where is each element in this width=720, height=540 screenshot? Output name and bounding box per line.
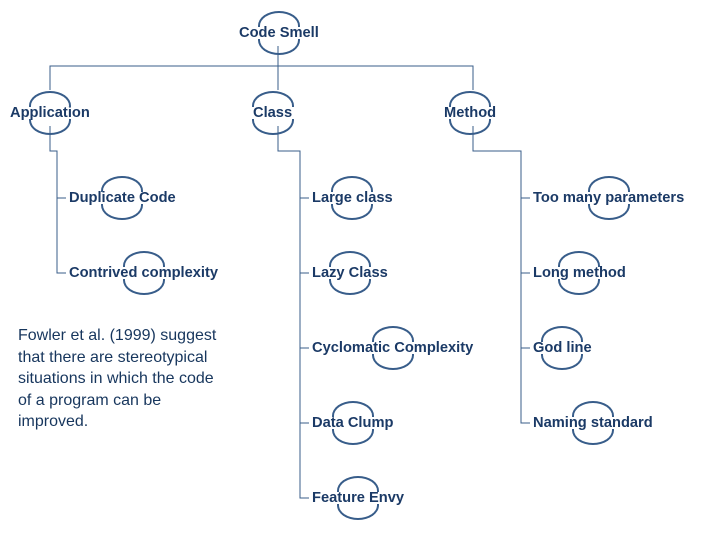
connector-line (473, 126, 530, 198)
connector-line (50, 126, 66, 198)
connector-line (50, 46, 278, 90)
connector-line (278, 126, 309, 348)
connector-line (278, 46, 473, 90)
connector-line (278, 126, 309, 423)
node-category-method: Method (444, 105, 496, 121)
node-method-child-2: God line (533, 340, 592, 356)
connector-line (278, 126, 309, 198)
connector-line (473, 126, 530, 423)
node-application-child-1: Contrived complexity (69, 265, 218, 281)
node-class-child-2: Cyclomatic Complexity (312, 340, 473, 356)
node-class-child-1: Lazy Class (312, 265, 388, 281)
node-root: Code Smell (239, 25, 319, 41)
node-method-child-3: Naming standard (533, 415, 653, 431)
node-category-class: Class (253, 105, 292, 121)
connector-line (278, 126, 309, 273)
node-category-application: Application (10, 105, 90, 121)
caption-text: Fowler et al. (1999) suggest that there … (18, 325, 230, 433)
connector-line (50, 126, 66, 273)
node-method-child-0: Too many parameters (533, 190, 684, 206)
node-class-child-0: Large class (312, 190, 393, 206)
node-class-child-3: Data Clump (312, 415, 393, 431)
node-application-child-0: Duplicate Code (69, 190, 176, 206)
node-class-child-4: Feature Envy (312, 490, 404, 506)
connector-line (473, 126, 530, 273)
connector-line (278, 126, 309, 498)
node-method-child-1: Long method (533, 265, 626, 281)
connector-line (473, 126, 530, 348)
